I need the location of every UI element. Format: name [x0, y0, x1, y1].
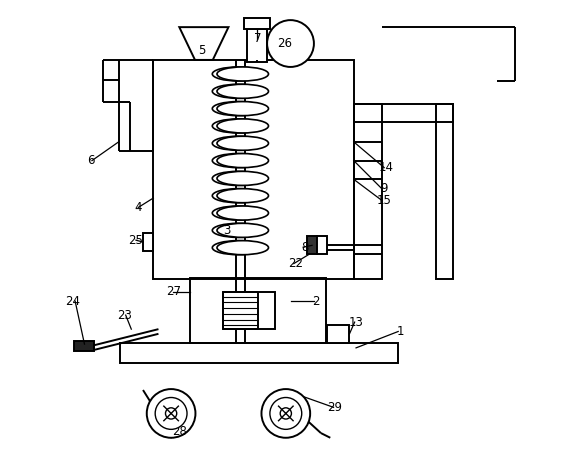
Ellipse shape	[212, 241, 264, 255]
Bar	[247, 29, 267, 62]
Text: 22: 22	[288, 257, 303, 270]
Ellipse shape	[217, 189, 268, 203]
Text: 14: 14	[379, 161, 394, 174]
Ellipse shape	[212, 223, 264, 237]
Text: 28: 28	[171, 425, 187, 438]
Text: 26: 26	[277, 37, 292, 50]
Ellipse shape	[217, 136, 268, 150]
Text: 9: 9	[381, 182, 388, 195]
Ellipse shape	[217, 223, 268, 237]
Ellipse shape	[212, 206, 264, 220]
Ellipse shape	[212, 136, 264, 150]
Text: 6: 6	[87, 154, 94, 167]
Text: 24: 24	[65, 294, 80, 308]
Text: 23: 23	[117, 309, 132, 322]
Ellipse shape	[217, 206, 268, 220]
Text: 7: 7	[254, 32, 261, 45]
Text: 29: 29	[328, 401, 342, 414]
Circle shape	[261, 389, 310, 438]
Text: 13: 13	[349, 316, 364, 329]
Bar	[307, 236, 317, 254]
Bar	[153, 60, 354, 278]
Text: 15: 15	[376, 194, 392, 207]
Circle shape	[267, 20, 314, 67]
Circle shape	[280, 408, 292, 419]
Text: 27: 27	[166, 285, 181, 298]
Circle shape	[270, 398, 302, 430]
Ellipse shape	[217, 84, 268, 98]
Circle shape	[166, 408, 177, 419]
Ellipse shape	[212, 102, 264, 116]
Polygon shape	[180, 27, 228, 60]
Circle shape	[147, 389, 195, 438]
Text: 25: 25	[128, 234, 144, 247]
Ellipse shape	[212, 67, 264, 81]
Bar	[354, 105, 382, 278]
Bar	[190, 277, 325, 343]
Text: 5: 5	[198, 44, 205, 57]
Bar	[143, 233, 153, 251]
Text: 4: 4	[135, 201, 142, 214]
Bar	[223, 292, 275, 329]
Ellipse shape	[217, 171, 268, 186]
Text: 1: 1	[397, 325, 404, 338]
Text: 2: 2	[313, 294, 320, 308]
Text: 3: 3	[224, 224, 231, 237]
Ellipse shape	[212, 84, 264, 98]
Ellipse shape	[212, 154, 264, 168]
Text: 8: 8	[301, 241, 309, 254]
Ellipse shape	[217, 241, 268, 255]
Bar	[317, 236, 328, 254]
Ellipse shape	[212, 171, 264, 186]
Ellipse shape	[217, 154, 268, 168]
Bar	[436, 105, 453, 278]
Ellipse shape	[212, 119, 264, 133]
Bar	[243, 18, 270, 29]
Circle shape	[155, 398, 187, 430]
Ellipse shape	[217, 102, 268, 116]
Bar	[354, 105, 453, 122]
Bar	[74, 341, 94, 351]
Bar	[120, 343, 398, 363]
Ellipse shape	[212, 189, 264, 203]
Ellipse shape	[217, 119, 268, 133]
Ellipse shape	[217, 67, 268, 81]
Bar	[327, 325, 350, 343]
